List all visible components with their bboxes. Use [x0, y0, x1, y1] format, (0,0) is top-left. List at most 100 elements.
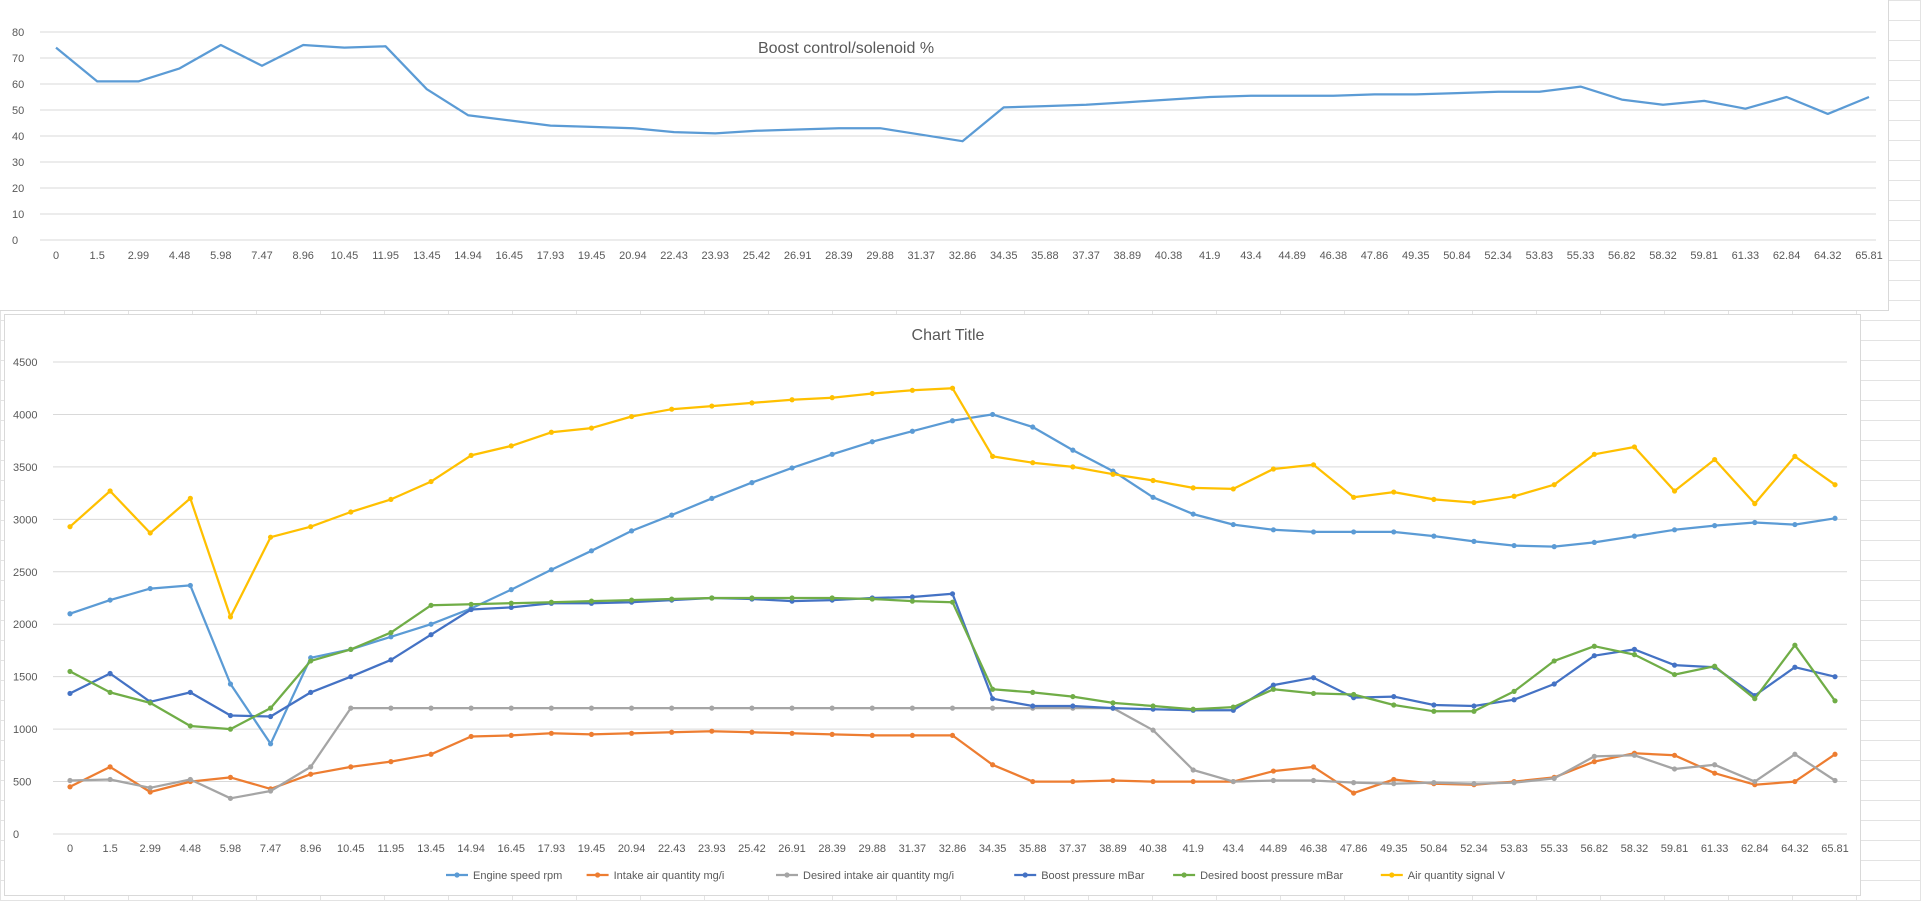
- data-point: [1511, 542, 1517, 549]
- data-point: [508, 600, 514, 606]
- data-point: [789, 730, 795, 736]
- data-point: [147, 700, 153, 706]
- data-point: [1631, 444, 1638, 450]
- data-point: [508, 604, 514, 611]
- data-point: [1030, 460, 1036, 466]
- data-point: [67, 611, 73, 617]
- data-point: [187, 776, 193, 783]
- data-point: [308, 658, 314, 664]
- data-point: [1391, 776, 1397, 783]
- data-point: [1030, 424, 1036, 430]
- data-point: [388, 657, 394, 663]
- data-point: [107, 488, 113, 494]
- legend-marker: [454, 872, 460, 878]
- data-point: [1591, 643, 1597, 649]
- data-point: [1511, 688, 1517, 694]
- y-tick-label: 50: [12, 105, 24, 117]
- data-point: [990, 762, 996, 768]
- data-point: [1310, 764, 1317, 770]
- x-tick-label: 13.45: [413, 250, 441, 262]
- data-point: [628, 730, 635, 736]
- data-point: [909, 598, 915, 604]
- data-point: [1832, 698, 1838, 704]
- legend-marker: [595, 872, 601, 878]
- data-point: [628, 597, 635, 603]
- data-point: [227, 795, 234, 801]
- data-point: [548, 429, 554, 435]
- data-point: [428, 632, 434, 638]
- x-tick-label: 40.38: [1155, 250, 1183, 262]
- data-point: [1110, 777, 1116, 784]
- data-point: [1551, 658, 1557, 664]
- data-point: [1752, 501, 1758, 507]
- data-point: [1792, 778, 1798, 785]
- data-point: [1391, 781, 1397, 787]
- x-tick-label: 50.84: [1420, 843, 1448, 855]
- x-tick-label: 55.33: [1540, 843, 1568, 855]
- x-tick-label: 13.45: [417, 843, 445, 855]
- data-point: [1150, 477, 1156, 484]
- data-point: [1631, 652, 1638, 658]
- data-point: [107, 764, 113, 770]
- data-point: [1631, 752, 1638, 758]
- data-point: [548, 567, 554, 573]
- data-point: [1310, 690, 1317, 697]
- data-point: [1190, 485, 1196, 491]
- data-point: [1551, 482, 1557, 488]
- x-tick-label: 64.32: [1814, 250, 1842, 262]
- data-point: [1551, 681, 1557, 687]
- data-point: [1471, 703, 1477, 709]
- data-point: [1832, 674, 1838, 680]
- x-tick-label: 10.45: [331, 250, 359, 262]
- data-point: [829, 731, 835, 737]
- data-point: [187, 582, 193, 589]
- data-point: [1070, 447, 1076, 453]
- x-tick-label: 46.38: [1300, 843, 1328, 855]
- data-point: [1270, 682, 1277, 688]
- data-point: [67, 784, 73, 790]
- x-tick-label: 5.98: [210, 250, 231, 262]
- data-point: [428, 478, 434, 485]
- data-point: [709, 495, 715, 501]
- data-point: [1591, 653, 1597, 659]
- y-tick-label: 70: [12, 53, 24, 65]
- x-tick-label: 46.38: [1320, 250, 1348, 262]
- data-point: [628, 705, 635, 711]
- x-tick-label: 34.35: [990, 250, 1018, 262]
- data-point: [990, 705, 996, 711]
- data-point: [789, 595, 795, 601]
- data-point: [869, 596, 875, 602]
- x-tick-label: 52.34: [1484, 250, 1512, 262]
- data-point: [227, 614, 234, 620]
- data-point: [1431, 533, 1437, 539]
- data-point: [308, 764, 314, 770]
- legend-label: Intake air quantity mg/i: [614, 870, 725, 882]
- data-point: [67, 690, 73, 697]
- data-point: [909, 428, 915, 434]
- data-point: [1591, 451, 1597, 457]
- data-point: [147, 585, 153, 592]
- data-point: [468, 705, 474, 711]
- data-point: [1631, 533, 1638, 539]
- y-tick-label: 3000: [13, 514, 37, 526]
- data-point: [388, 634, 394, 640]
- data-point: [588, 548, 595, 554]
- y-tick-label: 3500: [13, 462, 37, 474]
- data-point: [709, 595, 715, 601]
- data-point: [187, 723, 193, 729]
- data-point: [669, 512, 675, 518]
- data-point: [508, 705, 514, 711]
- x-tick-label: 35.88: [1031, 250, 1059, 262]
- data-point: [1431, 496, 1437, 503]
- data-point: [588, 705, 595, 711]
- y-tick-label: 4500: [13, 357, 37, 369]
- data-point: [107, 776, 113, 783]
- data-point: [1671, 527, 1678, 533]
- data-point: [147, 530, 153, 536]
- x-tick-label: 32.86: [939, 843, 967, 855]
- data-point: [1150, 727, 1156, 733]
- data-point: [227, 681, 234, 687]
- x-tick-label: 35.88: [1019, 843, 1047, 855]
- data-point: [308, 524, 314, 530]
- data-point: [789, 465, 795, 471]
